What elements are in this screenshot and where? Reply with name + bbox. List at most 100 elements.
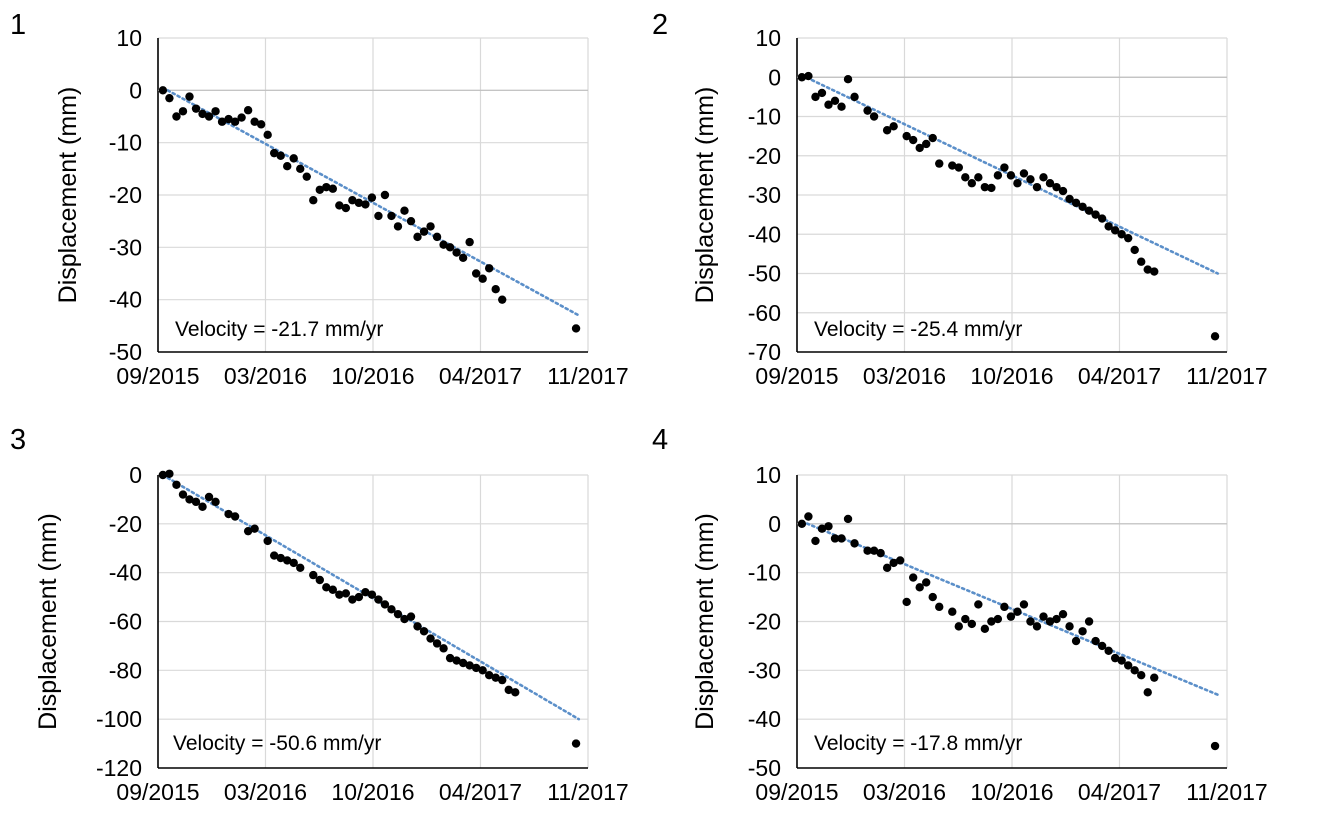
data-point [276,553,285,563]
data-point [322,583,331,592]
data-point [961,614,970,624]
y-tick-label: -10 [748,104,781,130]
gridlines [797,474,1228,768]
x-tick-label: 04/2017 [439,363,522,389]
data-point [830,96,840,106]
y-tick-label: -10 [748,560,781,586]
data-point [1058,609,1068,619]
data-point [198,502,207,511]
data-point [1084,617,1094,626]
x-tick-label: 11/2017 [547,779,628,805]
y-tick-label: 0 [129,462,142,488]
y-tick-label: -30 [109,234,142,260]
data-point [491,673,500,682]
data-point [269,148,279,158]
data-point [426,222,435,231]
data-point [850,539,859,548]
data-point [432,232,442,242]
data-point [419,227,429,236]
data-point [837,534,846,543]
data-point [387,605,396,614]
data-point [250,117,259,126]
x-tick-label: 03/2016 [224,363,307,389]
x-tick-label: 10/2016 [970,779,1053,805]
data-point [1019,600,1029,609]
data-point [419,627,429,636]
data-points [797,71,1220,341]
data-point [289,558,298,568]
panel-number: 3 [10,424,26,456]
data-point [393,609,403,619]
y-tick-label: -40 [109,287,142,313]
data-point [948,161,957,170]
y-tick-label: -40 [748,221,781,247]
y-tick-label: -50 [109,339,142,365]
y-tick-label: -60 [109,609,142,635]
x-tick-label: 04/2017 [439,779,522,805]
data-point [974,600,983,609]
data-point [204,112,214,121]
y-tick-label: -20 [748,143,781,169]
x-tick-label: 10/2016 [331,779,414,805]
data-point [354,198,364,208]
data-point [1078,202,1087,211]
data-point [824,522,833,531]
data-point [191,104,201,113]
data-point [811,92,820,102]
data-point [1150,267,1159,276]
y-axis-label: Displacement (mm) [691,87,719,304]
data-point [172,112,181,121]
velocity-annotation: Velocity = -50.6 mm/yr [173,732,381,755]
data-point [348,196,357,205]
data-point [1117,656,1126,665]
data-point [797,519,807,529]
data-point [406,612,416,621]
data-point [908,135,918,145]
data-point [204,492,214,502]
data-points [158,86,581,333]
data-point [804,512,813,521]
data-point [1110,653,1120,663]
data-point [243,106,253,115]
data-point [465,237,474,247]
data-point [967,619,977,629]
data-point [393,222,403,231]
gridlines [797,37,1228,352]
data-point [491,285,500,294]
data-point [817,524,827,533]
data-point [1052,614,1061,624]
data-point [315,185,324,194]
data-point [263,536,272,546]
data-point [445,243,455,252]
data-point [406,216,416,226]
data-point [445,653,455,663]
x-tick-label: 11/2017 [1186,779,1267,805]
data-points [797,512,1220,751]
y-tick-label: -10 [109,130,142,156]
data-point [895,556,905,565]
data-point [309,570,318,580]
data-point [1006,171,1016,180]
data-point [484,671,494,680]
data-point [824,100,833,109]
data-point [341,203,351,213]
x-tick-label: 03/2016 [224,779,307,805]
data-point [902,597,911,607]
data-point [922,578,931,587]
data-point [1130,245,1139,255]
data-point [830,534,840,543]
data-point [374,595,383,604]
data-point [224,114,233,124]
x-tick-label: 04/2017 [1078,363,1161,389]
data-point [354,592,364,602]
data-point [348,595,357,604]
data-point [908,573,918,582]
data-point [954,622,963,631]
data-point [882,126,892,135]
data-point [1123,233,1133,243]
data-point [230,512,240,521]
data-point [374,211,383,221]
data-point [465,661,474,670]
data-point [1039,612,1048,621]
